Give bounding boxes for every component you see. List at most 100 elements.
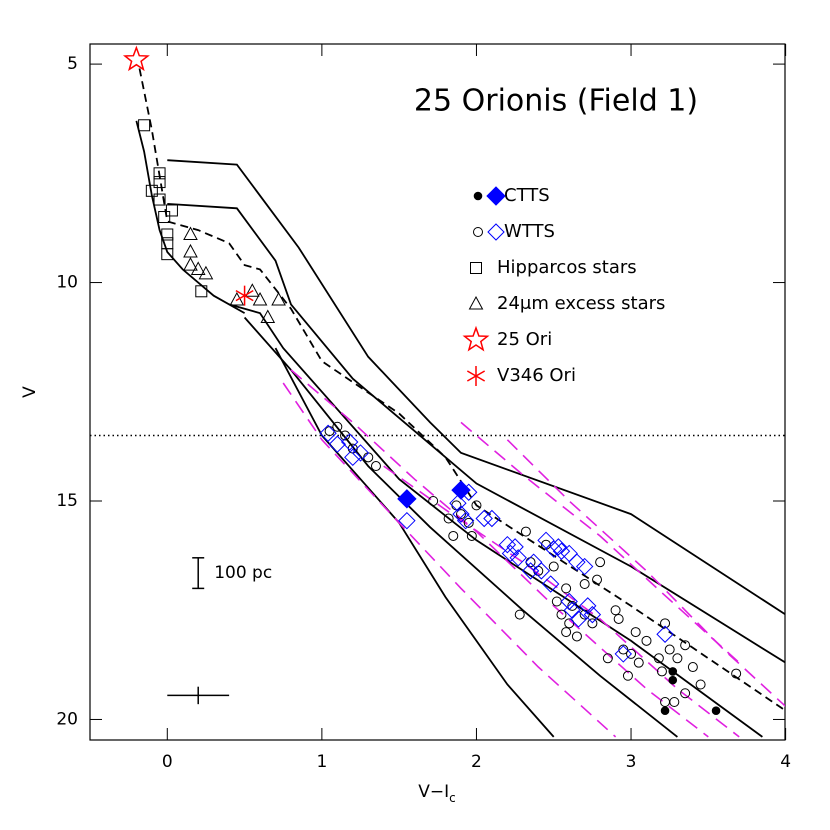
point [153,193,166,206]
point [687,662,698,673]
point [452,505,470,523]
point [229,291,245,306]
point [525,557,536,568]
point [668,675,678,685]
point [501,544,520,563]
point [153,167,166,180]
point [641,635,652,646]
point [456,511,475,530]
point [260,309,276,324]
point [695,679,706,690]
point [463,517,474,528]
point [183,257,198,271]
point [271,291,286,306]
point [524,553,543,571]
point [560,592,578,611]
point [680,640,691,651]
point [363,452,374,463]
x-axis-label-main: V−I [418,782,449,802]
point [592,574,603,585]
isochrone [274,347,555,738]
isochrone [135,120,246,314]
point [564,618,575,629]
point [660,696,671,707]
isochrone [460,421,740,664]
x-axis-label: V−Ic [418,782,456,805]
point [563,601,582,619]
legend-label: WTTS [504,221,555,242]
point [656,625,674,643]
point [190,261,206,275]
point [183,243,198,258]
point [630,627,641,638]
isochrone [167,203,785,664]
legend-swatch [468,295,484,310]
point [466,530,477,541]
point [587,618,598,629]
x-tick-label: 3 [626,752,637,772]
point [451,500,462,511]
point [618,644,629,655]
point [428,496,439,507]
plot-area [90,68,785,738]
point [443,513,454,524]
point [571,631,582,642]
point [552,542,571,560]
point [455,509,466,520]
point [340,430,351,441]
legend-swatch [473,227,483,237]
point [549,538,568,556]
point [545,540,563,558]
point [613,613,624,624]
point [556,609,567,620]
isochrone [167,159,785,616]
x-tick-label: 2 [471,752,482,772]
point [680,688,691,699]
point [602,653,613,664]
y-tick-label: 10 [56,273,78,293]
legend-label: 24μm excess stars [497,293,665,314]
point [541,575,560,593]
point [122,45,150,72]
point [344,448,362,467]
point [731,668,742,679]
x-axis-label-sub: c [449,791,456,805]
point [622,670,633,681]
legend-swatch [486,186,506,206]
point [138,119,151,132]
point [653,653,664,664]
point [595,557,606,568]
point [328,435,347,453]
y-tick-label: 15 [56,491,78,511]
legend-label: V346 Ori [497,365,576,386]
point [532,562,551,580]
x-tick-label: 0 [162,752,173,772]
point [153,176,166,189]
distance-bar-label: 100 pc [214,563,272,583]
point [668,667,678,676]
legend-swatch [487,223,505,241]
point [324,426,335,437]
point [252,291,268,306]
isochrone [290,369,709,738]
point [664,644,675,655]
point [520,526,531,537]
asterisk-stroke [466,370,486,382]
point [633,657,644,668]
point [483,509,501,528]
point [614,645,633,663]
point [626,648,637,659]
x-tick-label: 1 [316,752,327,772]
chart-title: 25 Orionis (Field 1) [414,84,698,119]
legend-swatch [466,366,486,386]
point [351,444,370,462]
isochrone [228,303,763,738]
point [319,424,337,442]
point [161,248,174,261]
point [165,204,178,217]
point [579,597,597,615]
point [498,535,517,554]
y-tick-label: 20 [56,709,78,729]
point [460,483,478,501]
